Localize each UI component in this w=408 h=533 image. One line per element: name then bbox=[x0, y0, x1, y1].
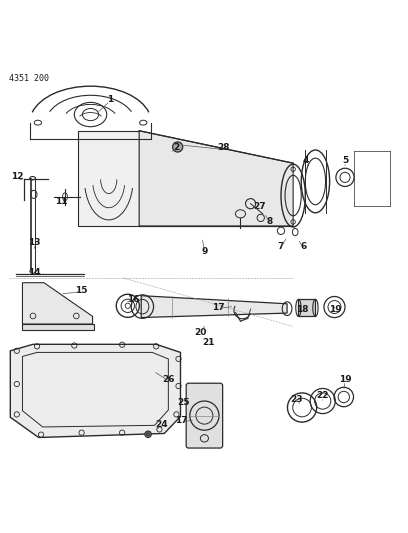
Text: 19: 19 bbox=[339, 375, 351, 384]
Polygon shape bbox=[139, 131, 293, 226]
Text: 16: 16 bbox=[127, 295, 140, 304]
Text: 4: 4 bbox=[303, 156, 309, 165]
Text: 1: 1 bbox=[107, 95, 113, 104]
Text: 19: 19 bbox=[329, 304, 342, 313]
Bar bbox=[298, 300, 315, 317]
Text: 4351 200: 4351 200 bbox=[9, 74, 49, 83]
Polygon shape bbox=[78, 131, 139, 226]
Text: 18: 18 bbox=[296, 304, 308, 313]
Text: 17: 17 bbox=[212, 303, 224, 311]
Text: 2: 2 bbox=[173, 143, 180, 152]
Polygon shape bbox=[10, 344, 180, 438]
Text: 22: 22 bbox=[317, 391, 329, 400]
Ellipse shape bbox=[146, 433, 150, 436]
Polygon shape bbox=[22, 282, 93, 324]
Text: 28: 28 bbox=[217, 143, 230, 152]
Ellipse shape bbox=[145, 431, 151, 438]
Text: 14: 14 bbox=[28, 268, 41, 277]
Text: 20: 20 bbox=[194, 328, 206, 337]
Text: 26: 26 bbox=[162, 375, 175, 384]
Text: 24: 24 bbox=[155, 420, 168, 429]
Polygon shape bbox=[141, 296, 287, 318]
Polygon shape bbox=[22, 324, 94, 330]
FancyBboxPatch shape bbox=[186, 383, 223, 448]
Text: 17: 17 bbox=[175, 416, 188, 425]
Text: 13: 13 bbox=[29, 238, 41, 247]
Text: 6: 6 bbox=[300, 242, 306, 251]
Ellipse shape bbox=[173, 142, 183, 152]
Text: 27: 27 bbox=[254, 202, 266, 211]
Text: 5: 5 bbox=[342, 156, 348, 165]
Text: 8: 8 bbox=[266, 216, 273, 225]
Text: 11: 11 bbox=[55, 197, 68, 206]
Text: 15: 15 bbox=[75, 286, 88, 295]
Text: 25: 25 bbox=[177, 398, 190, 407]
Text: 7: 7 bbox=[277, 242, 284, 251]
Text: 9: 9 bbox=[202, 247, 208, 256]
Text: 23: 23 bbox=[290, 395, 303, 404]
Text: 12: 12 bbox=[11, 172, 23, 181]
Text: 21: 21 bbox=[203, 338, 215, 347]
